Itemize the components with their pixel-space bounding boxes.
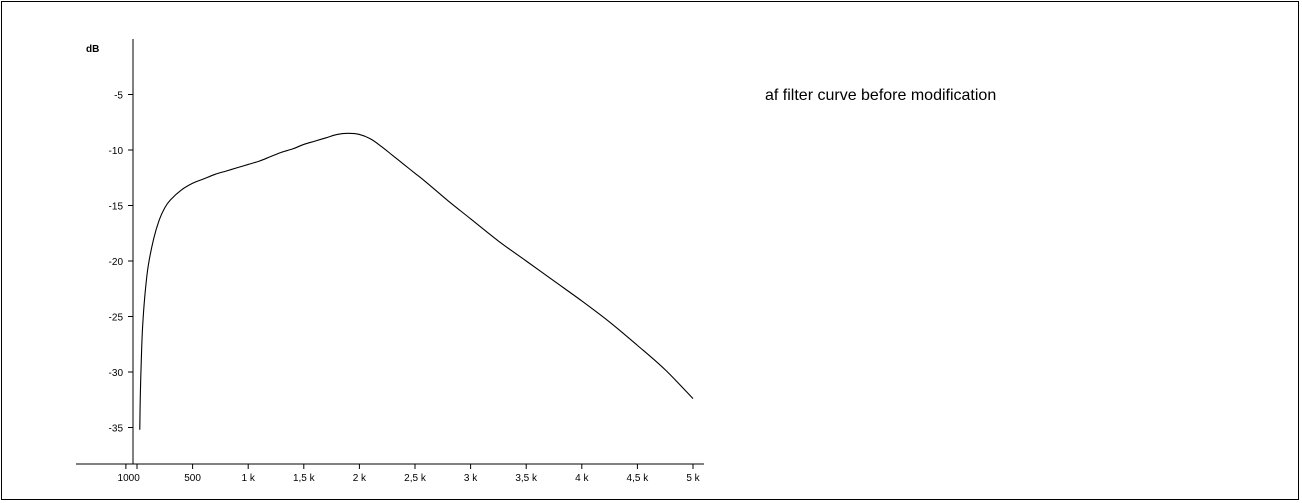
y-tick-label: -15 — [109, 202, 124, 213]
y-tick-label: -5 — [114, 91, 123, 102]
x-tick-label: 1,5 k — [293, 473, 316, 484]
x-tick-label: 3 k — [464, 473, 478, 484]
x-tick-label: 2 k — [353, 473, 367, 484]
y-axis-unit-label: dB — [86, 44, 99, 55]
x-tick-label: 5 k — [686, 473, 700, 484]
y-tick-label: -35 — [109, 424, 124, 435]
y-tick-label: -20 — [109, 257, 124, 268]
y-tick-label: -10 — [109, 146, 124, 157]
ticks: -5 -10 -15 -20 -25 -30 -35 100 0 500 1 k 1,5 k 2 k 2,… — [109, 91, 701, 485]
x-tick-label: 500 — [184, 473, 201, 484]
chart-caption: af filter curve before modification — [765, 87, 997, 104]
x-tick-label: 1 k — [242, 473, 256, 484]
series-line — [139, 132, 694, 430]
series-layer — [139, 132, 694, 430]
x-tick-label: 4 k — [575, 473, 589, 484]
y-tick-label: -30 — [109, 368, 124, 379]
axes: dB — [76, 39, 704, 465]
x-tick-label: 4,5 k — [627, 473, 650, 484]
y-tick-label: -25 — [109, 313, 124, 324]
x-tick-label: 0 — [134, 473, 140, 484]
x-tick-label: 3,5 k — [515, 473, 538, 484]
x-tick-label: 2,5 k — [404, 473, 427, 484]
x-tick-label: 100 — [118, 473, 135, 484]
